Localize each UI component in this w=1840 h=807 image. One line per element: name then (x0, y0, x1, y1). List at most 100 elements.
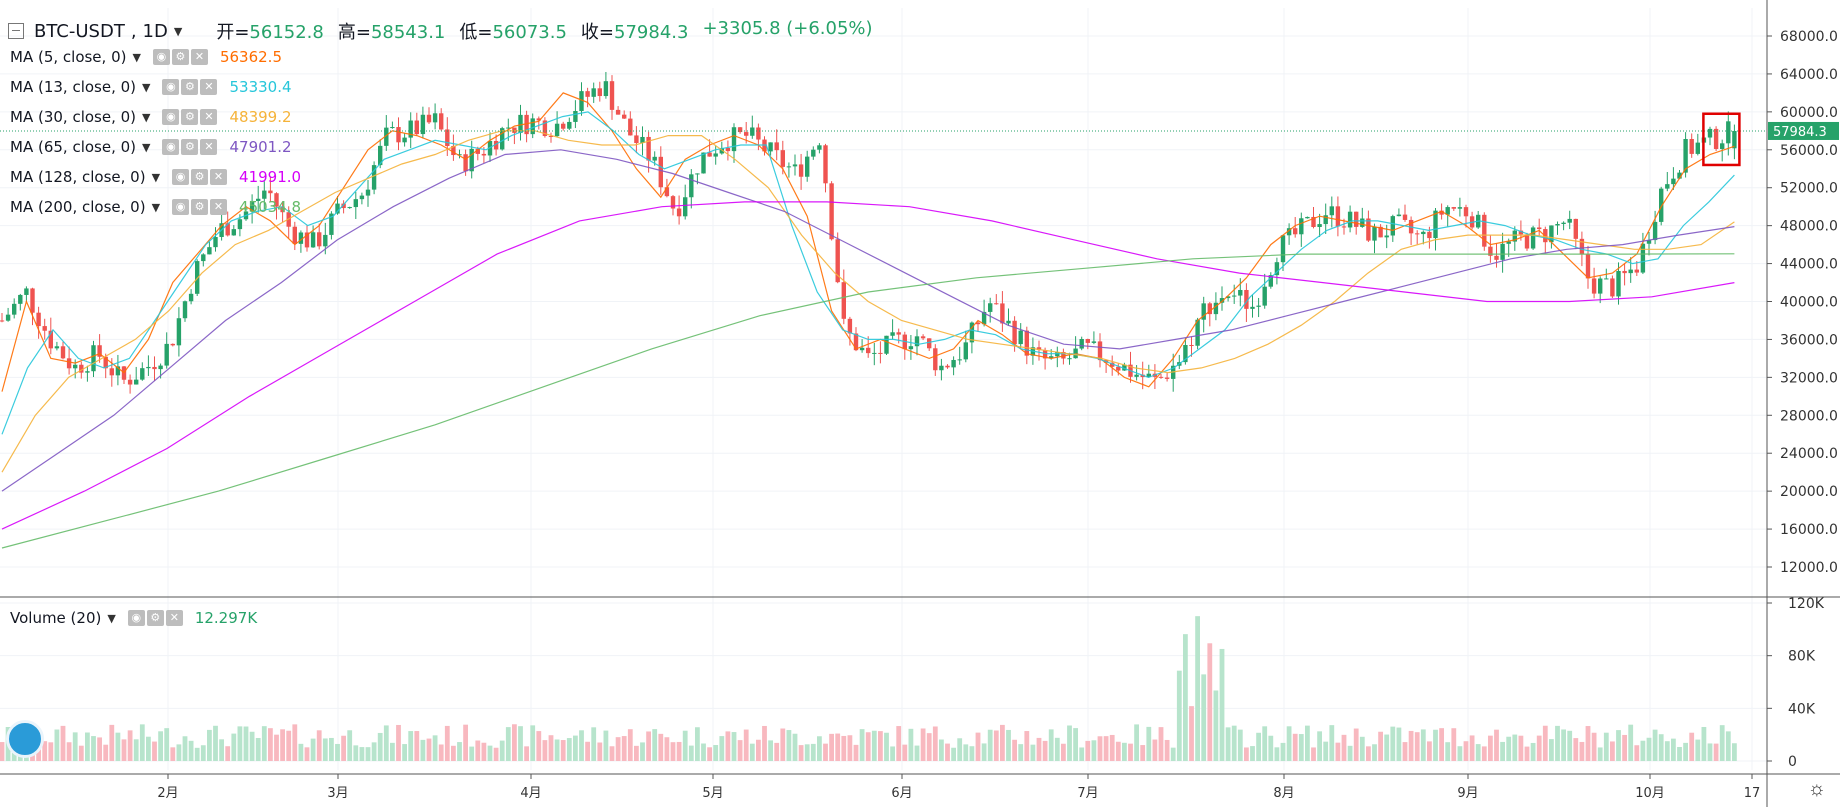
candle (1671, 178, 1676, 185)
candle (1555, 224, 1560, 226)
candle (817, 145, 822, 150)
candle (140, 368, 145, 380)
close-icon[interactable]: ✕ (210, 169, 228, 185)
candle (774, 142, 779, 151)
gear-icon[interactable]: ☼ (1807, 778, 1826, 800)
gear-icon[interactable]: ⚙ (146, 610, 164, 626)
chevron-down-icon[interactable]: ▼ (142, 80, 151, 94)
candle (1622, 270, 1627, 274)
candle (182, 301, 188, 319)
eye-icon[interactable]: ◉ (127, 610, 145, 626)
volume-bar (1628, 724, 1634, 761)
volume-bar (847, 735, 853, 761)
candle (85, 371, 90, 373)
gear-icon[interactable]: ⚙ (181, 79, 199, 95)
candle (1225, 296, 1231, 299)
time-tick-label: 10月 (1635, 786, 1665, 801)
chevron-down-icon[interactable]: ▼ (132, 50, 141, 64)
candle (1085, 339, 1090, 343)
candle (268, 190, 273, 194)
volume-bar (1713, 743, 1719, 761)
volume-bar (792, 733, 798, 761)
volume-bar (524, 746, 529, 761)
gear-icon[interactable]: ⚙ (181, 109, 199, 125)
eye-icon[interactable]: ◉ (172, 169, 190, 185)
candle (1122, 364, 1127, 371)
volume-bar (1451, 728, 1457, 761)
volume-bar (1213, 690, 1219, 761)
eye-icon[interactable]: ◉ (172, 199, 190, 215)
candle (298, 232, 304, 244)
candle (329, 213, 334, 235)
volume-bar (249, 731, 255, 761)
volume-bar (1109, 734, 1115, 761)
gear-icon[interactable]: ⚙ (191, 199, 209, 215)
volume-bar (66, 742, 72, 761)
symbol-name[interactable]: BTC-USDT (34, 20, 125, 42)
time-tick-label: 9月 (1457, 786, 1478, 801)
time-tick-label: 5月 (702, 786, 723, 801)
volume-bar (1024, 731, 1030, 761)
volume-bar (1646, 737, 1652, 761)
candle (1646, 240, 1652, 244)
logo-icon[interactable] (6, 720, 44, 758)
volume-bar (1732, 743, 1737, 761)
volume-bar (579, 730, 584, 761)
candle (225, 223, 230, 236)
volume-bar (1158, 727, 1164, 761)
candle (536, 118, 541, 121)
chevron-down-icon[interactable]: ▼ (142, 140, 151, 154)
gear-icon[interactable]: ⚙ (171, 49, 189, 65)
candle (384, 127, 389, 146)
candle (994, 303, 999, 305)
close-icon[interactable]: ✕ (165, 610, 183, 626)
candle (1433, 210, 1438, 239)
volume-bar (1664, 741, 1670, 761)
candle (1506, 241, 1511, 244)
chevron-down-icon[interactable]: ▼ (173, 24, 183, 38)
chevron-down-icon[interactable]: ▼ (142, 110, 151, 124)
candle (981, 311, 987, 325)
close-icon[interactable]: ✕ (200, 139, 218, 155)
eye-icon[interactable]: ◉ (152, 49, 170, 65)
candle (304, 232, 310, 248)
candle (1024, 330, 1029, 356)
candle (939, 365, 944, 371)
volume-bar (42, 741, 48, 761)
interval[interactable]: 1D (142, 20, 168, 42)
time-tick-label: 7月 (1077, 786, 1098, 801)
candle (518, 114, 523, 133)
candle (1537, 227, 1542, 230)
volume-bar (383, 725, 389, 761)
volume-bar (475, 740, 481, 761)
candle (542, 120, 548, 137)
close-icon[interactable]: ✕ (190, 49, 208, 65)
volume-tick-label: 40K (1788, 701, 1816, 717)
eye-icon[interactable]: ◉ (162, 139, 180, 155)
eye-icon[interactable]: ◉ (162, 109, 180, 125)
candle (79, 364, 84, 373)
volume-bar (396, 724, 401, 761)
collapse-icon[interactable] (8, 23, 24, 39)
candle (500, 128, 505, 150)
last-price-label: 57984.3 (1773, 125, 1827, 140)
chevron-down-icon[interactable]: ▼ (107, 611, 116, 625)
volume-bar (707, 747, 712, 761)
volume-bar (774, 742, 780, 761)
gear-icon[interactable]: ⚙ (191, 169, 209, 185)
close-icon[interactable]: ✕ (200, 109, 218, 125)
gear-icon[interactable]: ⚙ (181, 139, 199, 155)
volume-bar (1115, 741, 1121, 761)
chevron-down-icon[interactable]: ▼ (151, 200, 161, 214)
volume-bar (1396, 727, 1402, 761)
chevron-down-icon[interactable]: ▼ (151, 170, 161, 184)
price-tick-label: 64000.0 (1780, 67, 1838, 83)
candle (866, 347, 871, 354)
candle (176, 318, 182, 346)
close-icon[interactable]: ✕ (210, 199, 228, 215)
eye-icon[interactable]: ◉ (162, 79, 180, 95)
volume-bar (762, 725, 767, 761)
close-icon[interactable]: ✕ (200, 79, 218, 95)
volume-bar (560, 740, 566, 761)
